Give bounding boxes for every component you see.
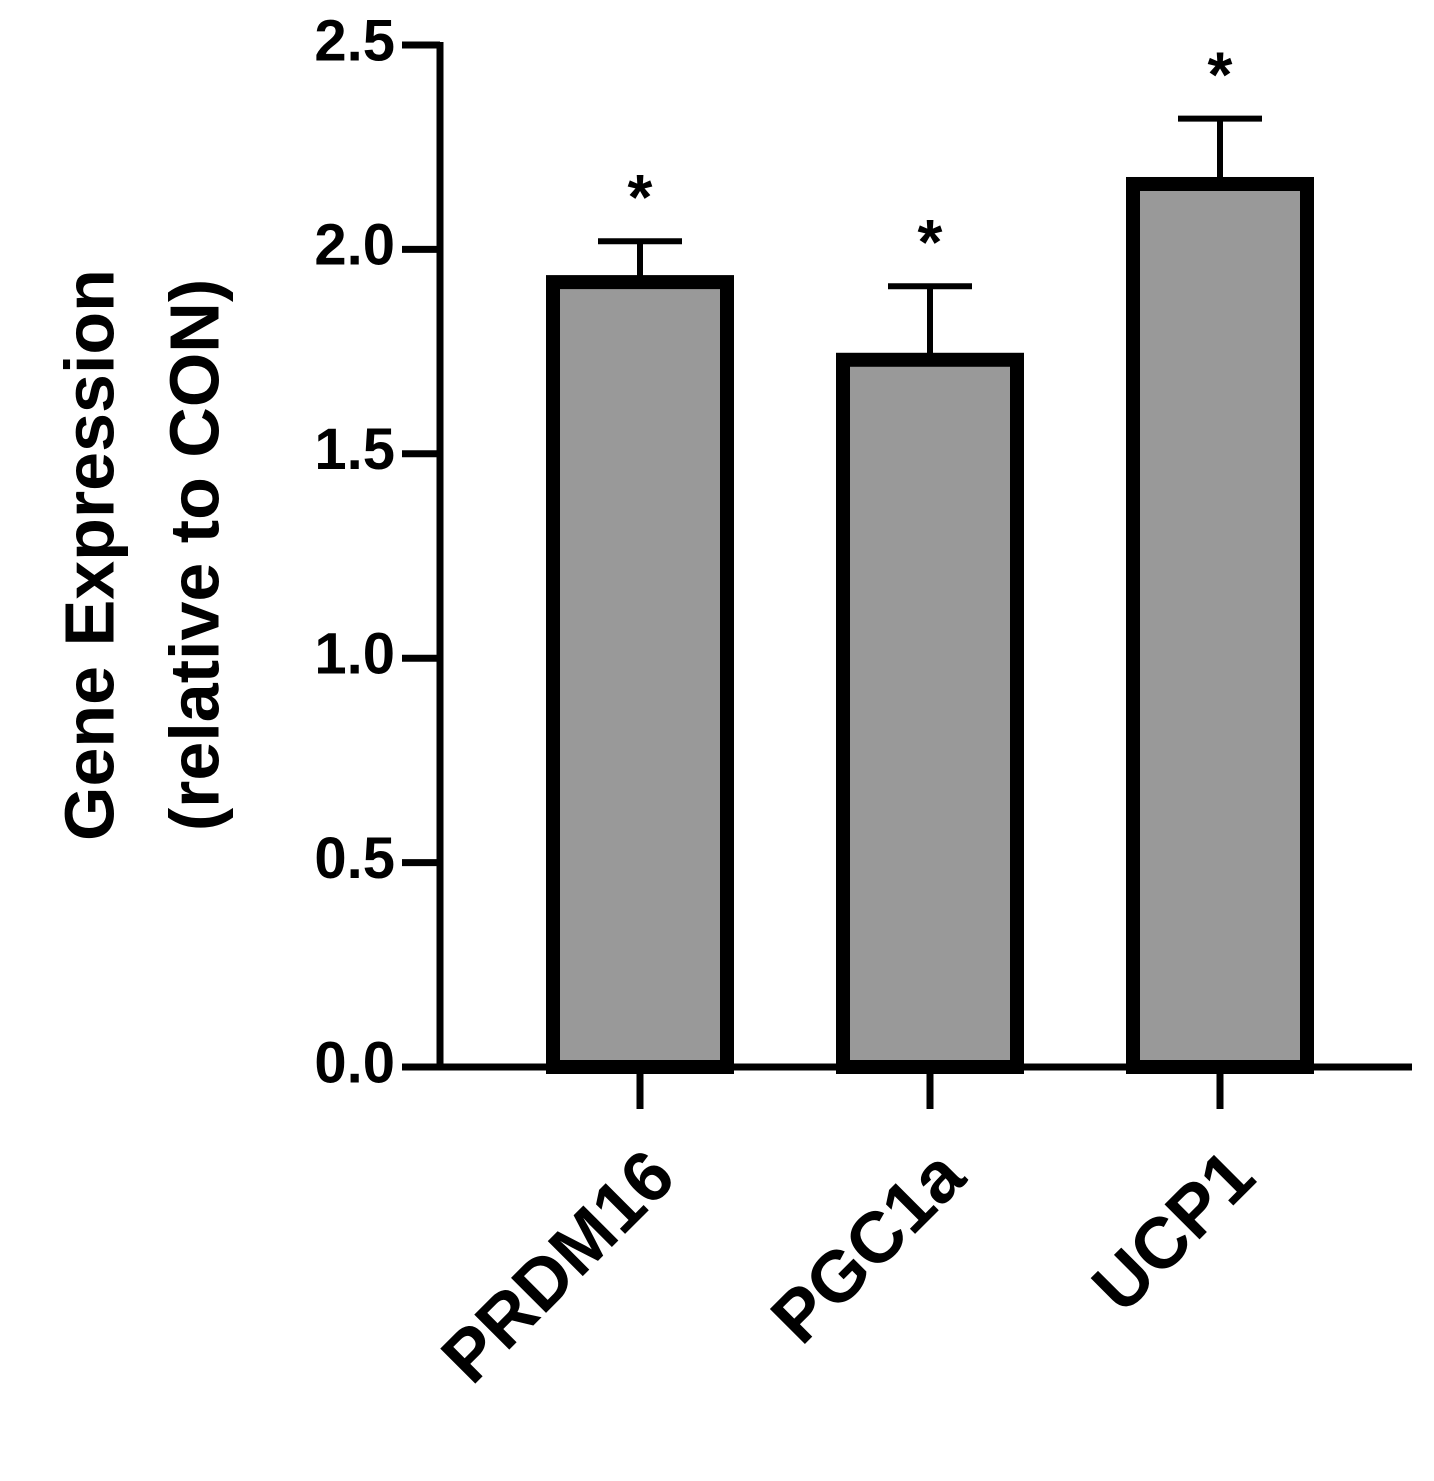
y-tick-label: 1.5 — [314, 417, 395, 482]
x-tick-label: PGC1a — [756, 1135, 980, 1359]
bar — [1126, 176, 1314, 1074]
y-tick-label: 2.5 — [314, 8, 395, 73]
y-tick-label: 2.0 — [314, 213, 395, 278]
significance-marker: * — [628, 161, 653, 233]
significance-marker: * — [918, 206, 943, 278]
y-tick-label: 1.0 — [314, 622, 395, 687]
y-axis-label: Gene Expression — [50, 269, 128, 841]
y-axis-label: (relative to CON) — [155, 279, 233, 831]
bar — [546, 275, 734, 1074]
significance-marker: * — [1208, 39, 1233, 111]
x-tick-label: PRDM16 — [427, 1135, 690, 1398]
x-tick-label: UCP1 — [1077, 1135, 1269, 1327]
y-tick-label: 0.0 — [314, 1030, 395, 1095]
bar — [836, 352, 1024, 1074]
y-tick-label: 0.5 — [314, 826, 395, 891]
